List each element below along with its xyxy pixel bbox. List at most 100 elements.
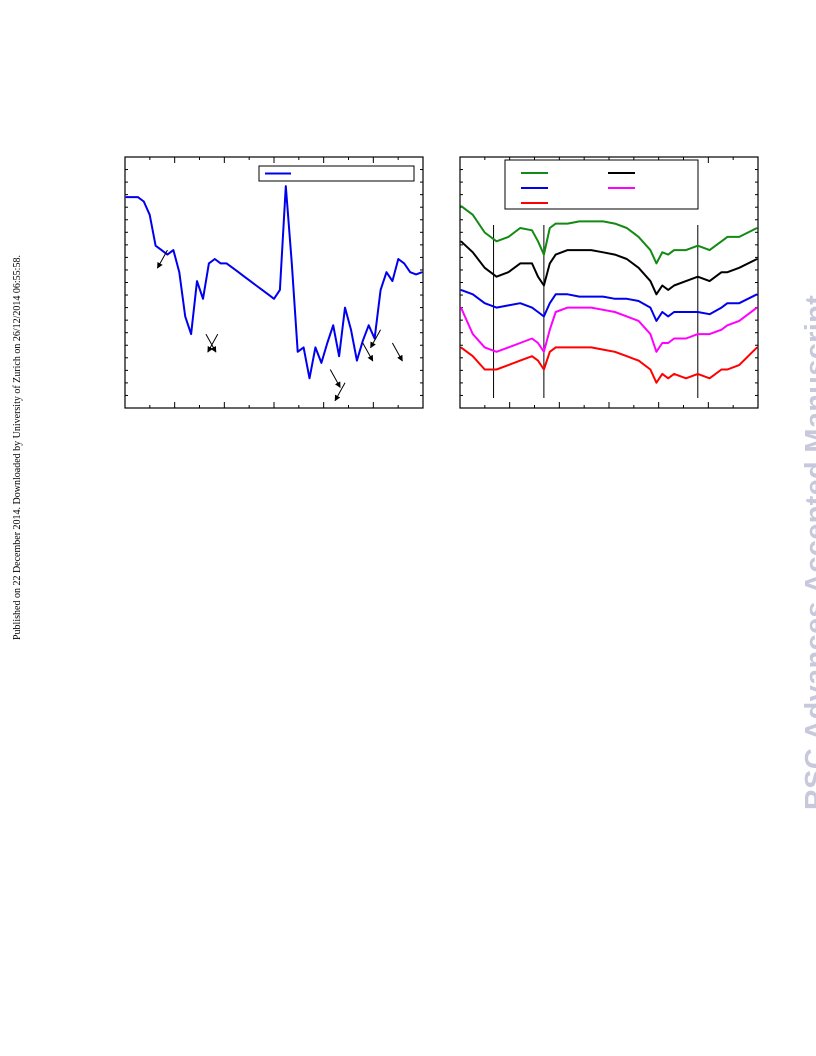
data-point	[726, 324, 729, 326]
data-point	[726, 302, 729, 304]
data-point	[137, 196, 139, 198]
data-point	[720, 307, 723, 309]
data-point	[738, 364, 740, 366]
data-point	[673, 249, 675, 251]
data-point	[685, 280, 687, 282]
data-point	[638, 267, 640, 269]
watermark-text: RSC Advances Accepted Manuscript	[800, 294, 816, 810]
data-point	[484, 302, 486, 304]
data-point	[537, 360, 539, 362]
data-point	[655, 351, 657, 353]
data-point	[602, 251, 604, 253]
data-point	[697, 311, 699, 313]
data-point	[549, 302, 551, 304]
data-point	[362, 340, 364, 342]
annotation-arrow	[370, 329, 381, 349]
data-point	[614, 223, 616, 225]
data-point	[314, 346, 317, 348]
data-point	[638, 236, 640, 238]
data-point	[709, 377, 711, 379]
data-point	[685, 337, 687, 340]
data-point	[709, 313, 711, 315]
data-point	[344, 307, 346, 309]
data-point	[602, 309, 604, 311]
data-point	[267, 293, 269, 295]
data-point	[472, 251, 474, 253]
data-point	[385, 271, 388, 273]
data-point	[738, 302, 740, 304]
data-point	[231, 267, 234, 269]
data-point	[578, 220, 581, 223]
data-point	[332, 324, 334, 326]
data-point	[661, 284, 663, 287]
data-point	[673, 284, 675, 287]
data-point	[243, 276, 245, 278]
data-point	[495, 240, 498, 242]
data-point	[667, 342, 669, 344]
data-point	[578, 295, 581, 298]
data-point	[756, 258, 758, 260]
data-point	[397, 258, 399, 260]
annotation-arrow	[207, 333, 219, 353]
data-point	[190, 333, 192, 335]
data-point	[472, 355, 474, 357]
data-point	[638, 320, 640, 322]
data-point	[720, 329, 723, 331]
data-point	[460, 240, 462, 242]
data-point	[149, 214, 151, 216]
data-point	[590, 249, 592, 251]
data-point	[602, 220, 604, 223]
data-point	[566, 293, 569, 295]
data-point	[291, 262, 293, 264]
data-point	[673, 311, 675, 313]
annotation-arrow	[205, 333, 217, 353]
data-point	[261, 289, 263, 291]
data-point	[495, 276, 498, 278]
right-chart	[459, 156, 759, 409]
data-point	[196, 280, 198, 282]
data-point	[649, 249, 652, 251]
data-point	[549, 227, 551, 229]
data-point	[507, 236, 509, 238]
data-point	[202, 298, 204, 300]
data-point	[667, 377, 669, 379]
data-point	[495, 307, 498, 309]
data-point	[131, 196, 133, 198]
series-line-4	[460, 346, 758, 384]
data-point	[673, 337, 675, 340]
data-point	[697, 333, 699, 335]
data-point	[649, 333, 652, 335]
data-point	[697, 276, 699, 278]
data-point	[237, 271, 240, 273]
data-point	[531, 307, 533, 309]
data-point	[320, 362, 322, 364]
data-point	[531, 355, 533, 357]
data-point	[484, 346, 486, 348]
data-point	[308, 377, 311, 379]
data-point	[649, 280, 652, 282]
data-point	[661, 342, 663, 344]
data-point	[484, 267, 486, 269]
series-line-3	[460, 306, 758, 353]
series-line-0	[460, 205, 758, 265]
data-point	[738, 320, 740, 322]
data-point	[350, 329, 352, 331]
data-point	[673, 373, 675, 375]
data-point	[667, 253, 669, 256]
data-point	[379, 289, 382, 291]
data-point	[409, 271, 411, 273]
data-point	[208, 262, 210, 264]
data-point	[590, 346, 592, 348]
data-point	[472, 333, 474, 335]
data-point	[661, 373, 663, 375]
data-point	[356, 360, 358, 362]
data-point	[626, 258, 628, 260]
data-point	[249, 280, 251, 282]
data-point	[519, 360, 521, 362]
data-point	[537, 276, 539, 278]
data-point	[566, 346, 569, 348]
data-point	[472, 293, 474, 295]
data-point	[555, 223, 557, 225]
data-point	[685, 249, 687, 251]
